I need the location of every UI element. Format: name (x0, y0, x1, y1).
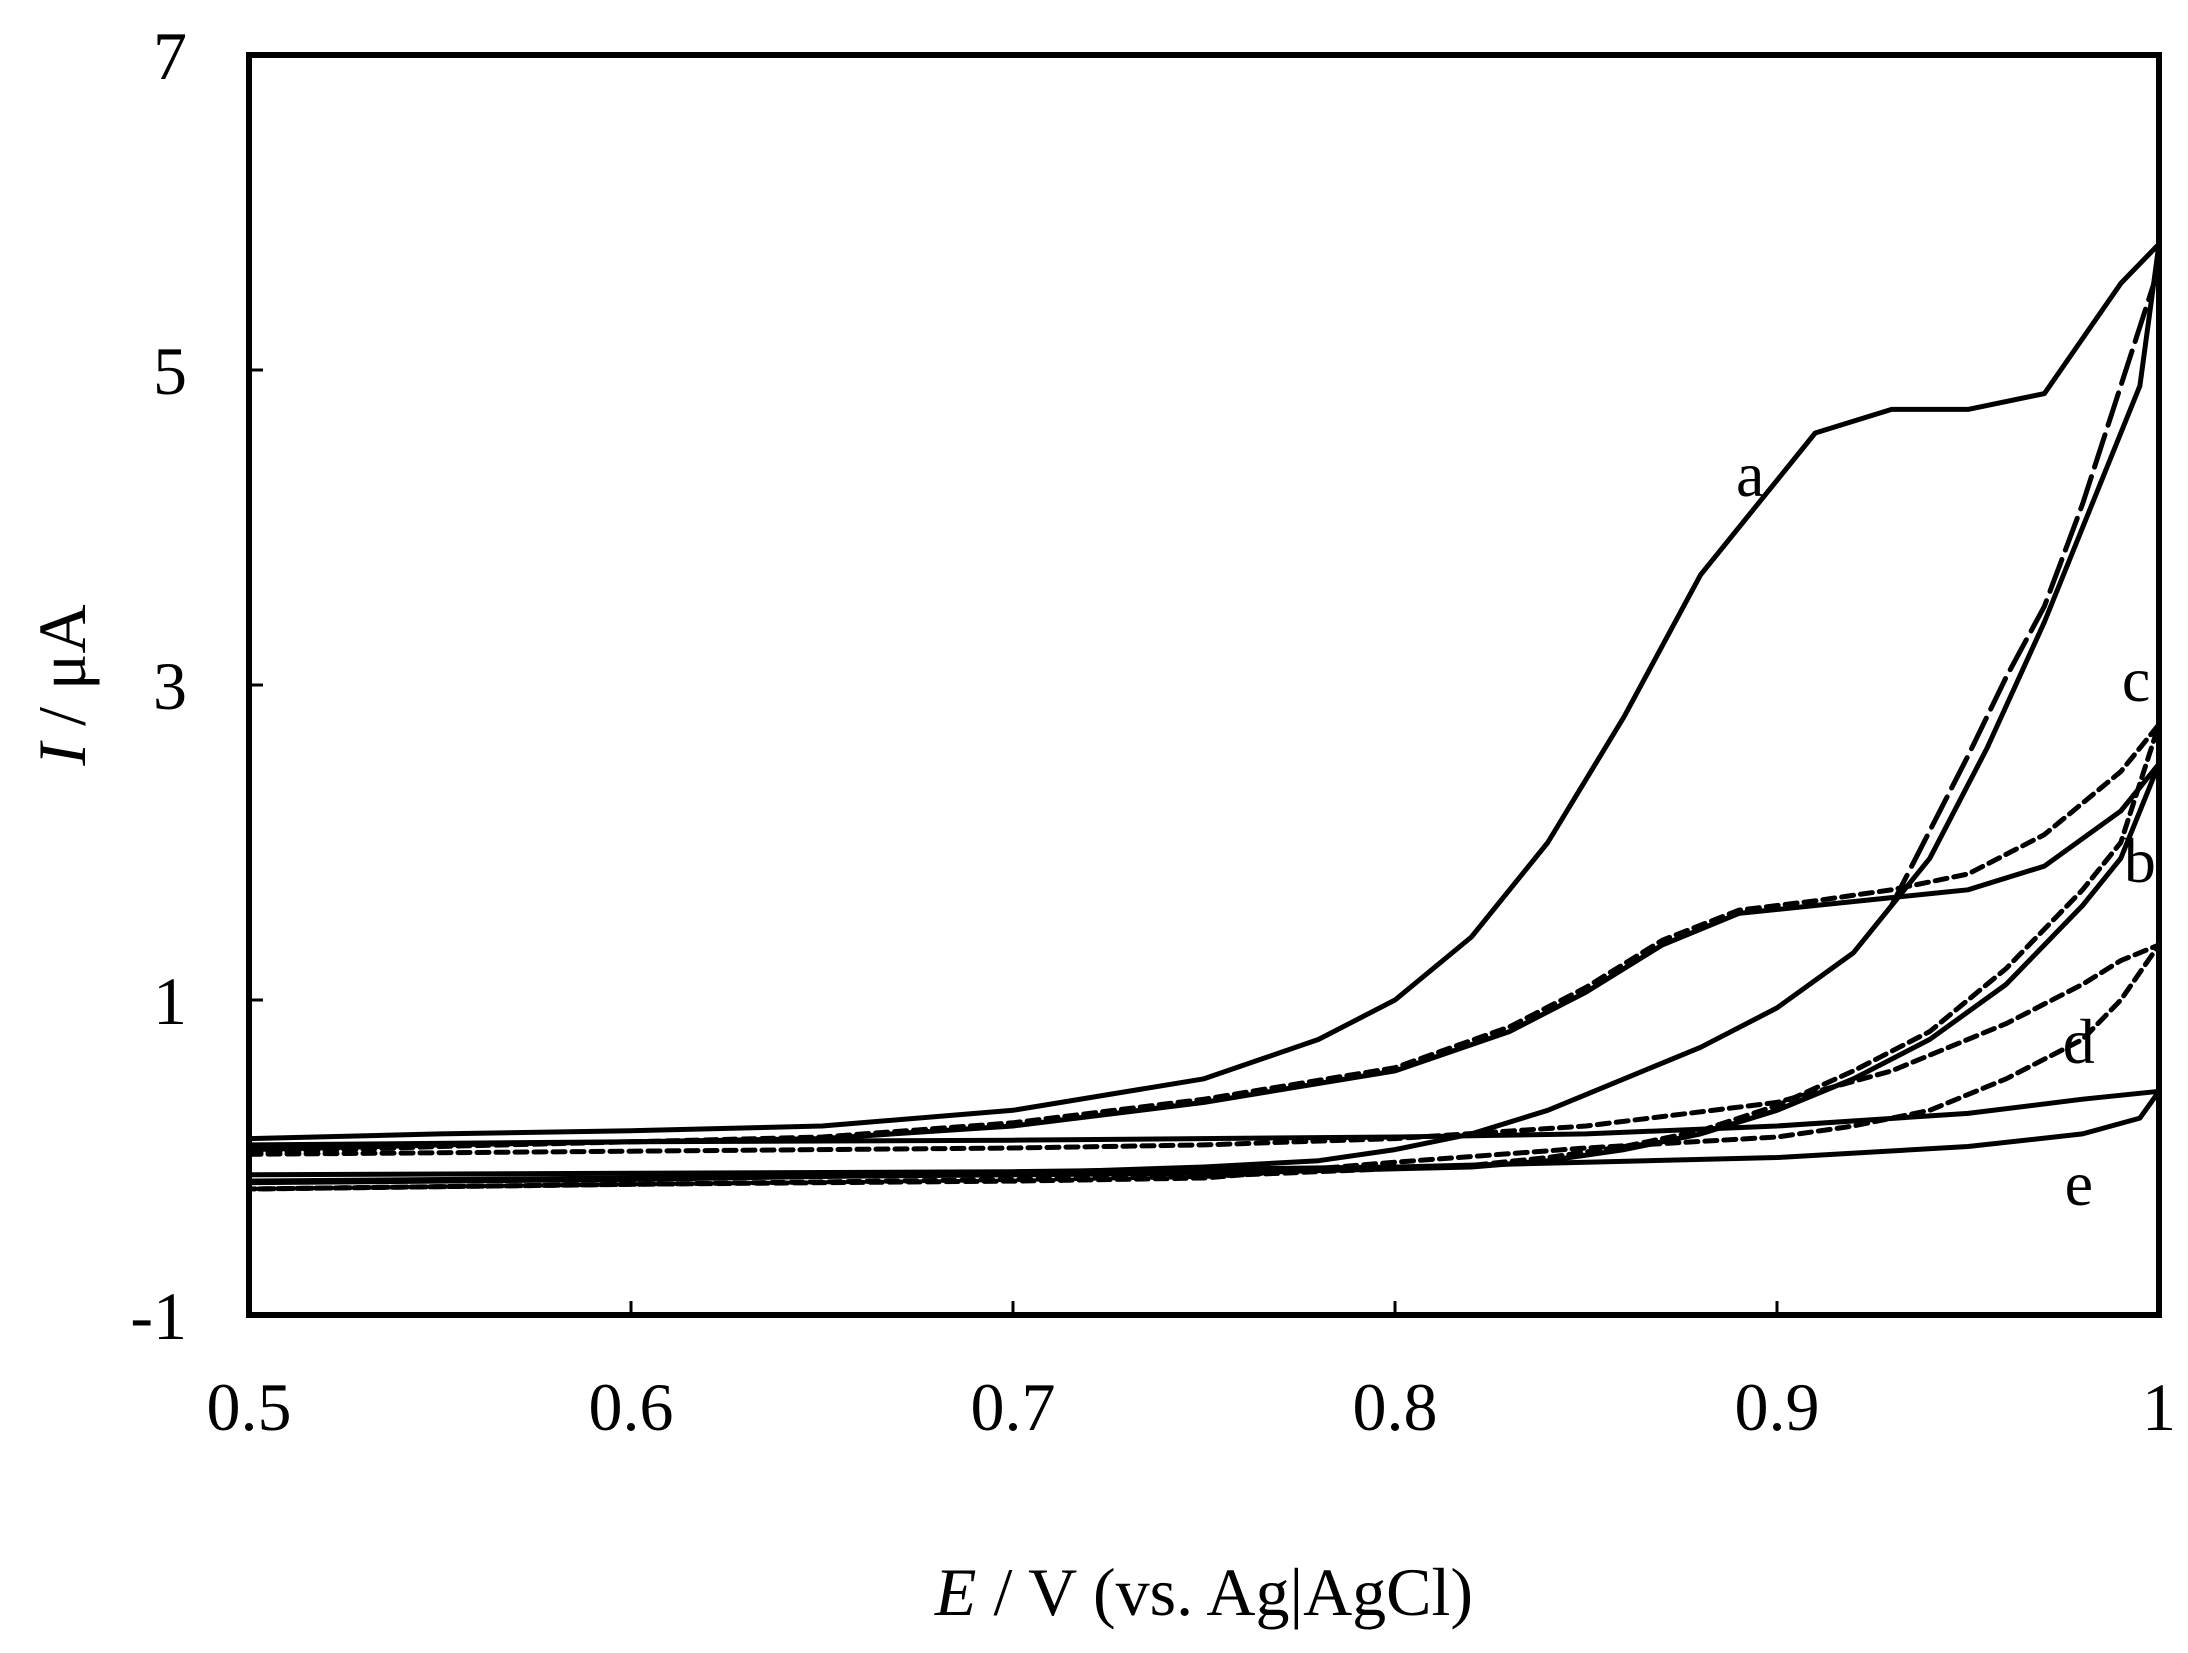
curves-group (246, 241, 2162, 1192)
y-tick-label: 7 (153, 18, 187, 94)
y-tick-label: 1 (153, 963, 187, 1039)
x-tick-label: 1 (2142, 1369, 2176, 1445)
y-axis-title: I / μA (24, 604, 100, 766)
y-axis-title-unit: / μA (24, 604, 100, 742)
x-axis-title-symbol: E (934, 1554, 977, 1630)
curve-label-e: e (2065, 1148, 2093, 1219)
curve-long-dash (1889, 265, 2162, 908)
curve-labels-group: a c b de (1736, 439, 2156, 1219)
y-tick-label: 3 (153, 648, 187, 724)
y-tick-label: -1 (130, 1278, 187, 1354)
y-ticks-group: -1 1 3 5 7 (130, 18, 263, 1354)
x-tick-label: 0.7 (971, 1369, 1056, 1445)
x-axis-title: E / V (vs. Ag|AgCl) (934, 1554, 1473, 1630)
x-axis-title-unit: / V (vs. Ag|AgCl) (976, 1554, 1473, 1630)
curve-label-b: b (2124, 825, 2156, 896)
curve-c (246, 721, 2162, 1192)
curve-label-d: d (2063, 1006, 2095, 1077)
curve-label-c: c (2122, 644, 2150, 715)
x-ticks-group: 0.5 0.6 0.7 0.8 0.9 1 (207, 1301, 2176, 1445)
y-axis-title-symbol: I (24, 740, 100, 767)
x-tick-label: 0.9 (1735, 1369, 1820, 1445)
curve-e (246, 1088, 2162, 1178)
curve-a (246, 241, 2162, 1186)
x-tick-label: 0.6 (589, 1369, 674, 1445)
y-tick-label: 5 (153, 333, 187, 409)
x-tick-label: 0.8 (1353, 1369, 1438, 1445)
curve-label-a: a (1736, 439, 1764, 510)
plot-frame (246, 52, 2162, 1318)
x-tick-label: 0.5 (207, 1369, 292, 1445)
